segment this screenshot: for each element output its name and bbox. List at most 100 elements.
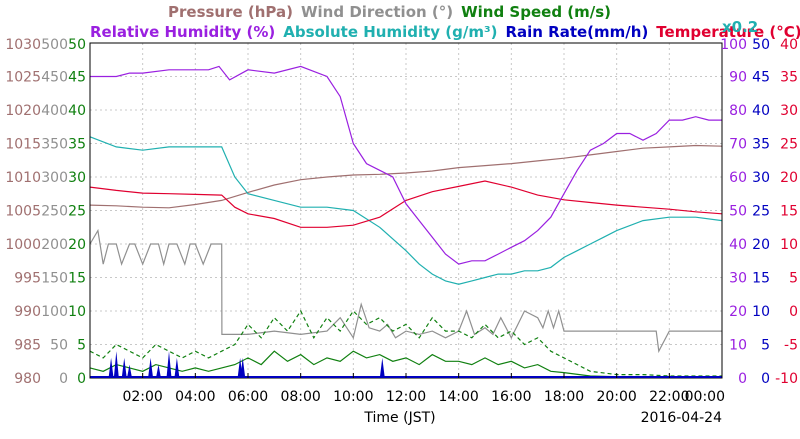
chart-header: Pressure (hPa) Wind Direction (°) Wind Spe…: [90, 3, 800, 41]
y-tick-wind_speed: 45: [68, 70, 86, 86]
y-tick-wind_dir: 150: [41, 271, 68, 287]
header-row-top: Pressure (hPa) Wind Direction (°) Wind Spe…: [168, 3, 611, 21]
y-tick-rh: 30: [729, 271, 747, 287]
series-absolute-humidity-g-m-x0-2: [89, 136, 723, 285]
y-tick-rain: 35: [752, 137, 770, 153]
y-tick-rh: 40: [729, 237, 747, 253]
y-tick-wind_speed: 25: [68, 204, 86, 220]
y-tick-rain: 45: [752, 70, 770, 86]
y-tick-pressure: 1020: [5, 103, 41, 119]
y-tick-wind_speed: 40: [68, 103, 86, 119]
series-temperature-c: [89, 180, 723, 228]
y-tick-pressure: 1030: [5, 37, 41, 53]
legend-rh: Relative Humidity (%): [90, 23, 275, 41]
y-tick-rh: 0: [738, 371, 747, 387]
series-rain-rate-mm-h: [108, 351, 385, 378]
legend-ah: Absolute Humidity (g/m³): [283, 23, 497, 41]
y-tick-wind_speed: 35: [68, 137, 86, 153]
y-tick-rain: 10: [752, 304, 770, 320]
y-tick-pressure: 985: [14, 338, 41, 354]
x-tick-label: 18:00: [544, 389, 584, 405]
y-tick-wind_speed: 50: [68, 37, 86, 53]
y-tick-temp: 25: [780, 137, 798, 153]
y-tick-temp: 10: [780, 237, 798, 253]
y-tick-wind_speed: 10: [68, 304, 86, 320]
x-tick-label: 08:00: [280, 389, 320, 405]
rain-spike: [240, 357, 246, 378]
y-tick-rain: 40: [752, 103, 770, 119]
y-tick-pressure: 990: [14, 304, 41, 320]
x-tick-labels: 02:00 04:00 06:00 08:00 10:00 12:00 14:00 16:00…: [122, 389, 725, 405]
y-tick-pressure: 1000: [5, 237, 41, 253]
y-tick-temp: 35: [780, 70, 798, 86]
y-tick-wind_dir: 400: [41, 103, 68, 119]
y-tick-temp: -5: [784, 338, 798, 354]
x-tick-label: 14:00: [438, 389, 478, 405]
y-tick-rain: 25: [752, 204, 770, 220]
x-tick-label: 06:00: [228, 389, 268, 405]
y-tick-wind_dir: 50: [50, 338, 68, 354]
y-tick-rh: 80: [729, 103, 747, 119]
x-tick-label: 04:00: [175, 389, 215, 405]
y-tick-wind_dir: 200: [41, 237, 68, 253]
rain-spike: [121, 357, 127, 378]
y-tick-wind_dir: 450: [41, 70, 68, 86]
y-tick-wind_speed: 30: [68, 170, 86, 186]
y-tick-temp: 30: [780, 103, 798, 119]
rain-spike: [155, 364, 161, 378]
y-tick-rain: 0: [761, 371, 770, 387]
y-tick-pressure: 1010: [5, 170, 41, 186]
y-tick-wind_speed: 5: [77, 338, 86, 354]
x-axis-label: Time (JST): [363, 410, 435, 426]
header-row-bottom: Relative Humidity (%) Absolute Humidity (…: [90, 23, 800, 41]
y-tick-rh: 70: [729, 137, 747, 153]
x-tick-label: 12:00: [386, 389, 426, 405]
y-tick-temp: -10: [775, 371, 798, 387]
legend-wind_speed: Wind Speed (m/s): [461, 3, 611, 21]
rain-spike: [127, 364, 132, 378]
rain-spike: [166, 351, 172, 378]
y-tick-wind_dir: 350: [41, 137, 68, 153]
legend-wind_dir: Wind Direction (°): [301, 3, 453, 21]
series-layer: [89, 65, 723, 378]
series-wind-direction: [89, 228, 722, 354]
y-tick-wind_dir: 300: [41, 170, 68, 186]
y-tick-rh: 50: [729, 204, 747, 220]
x-tick-label: 00:00: [685, 389, 725, 405]
y-tick-temp: 15: [780, 204, 798, 220]
y-tick-pressure: 1015: [5, 137, 41, 153]
y-tick-rh: 90: [729, 70, 747, 86]
plot-frame: [89, 42, 723, 379]
y-tick-rh: 20: [729, 304, 747, 320]
y-tick-pressure: 1025: [5, 70, 41, 86]
y-tick-rain: 30: [752, 170, 770, 186]
y-tick-temp: 0: [789, 304, 798, 320]
x-tick-label: 10:00: [333, 389, 373, 405]
y-tick-rh: 60: [729, 170, 747, 186]
rain-spike: [174, 357, 180, 378]
y-tick-rain: 5: [761, 338, 770, 354]
y-tick-rh: 10: [729, 338, 747, 354]
y-tick-wind_speed: 15: [68, 271, 86, 287]
series-pressure-hpa: [89, 144, 723, 209]
series-wind-speed-m-s-max: [89, 309, 722, 377]
series-wind-speed-m-s: [89, 350, 722, 378]
legend-pressure: Pressure (hPa): [168, 3, 293, 21]
y-tick-rain: 20: [752, 237, 770, 253]
legend-temp: Temperature (°C): [656, 23, 800, 41]
legend-rain: Rain Rate(mm/h): [505, 23, 648, 41]
y-tick-wind_dir: 100: [41, 304, 68, 320]
series-relative-humidity: [90, 65, 722, 265]
y-tick-temp: 20: [780, 170, 798, 186]
x-tick-label: 16:00: [491, 389, 531, 405]
y-tick-pressure: 980: [14, 371, 41, 387]
y-tick-wind_speed: 20: [68, 237, 86, 253]
y-tick-wind_dir: 250: [41, 204, 68, 220]
x-tick-label: 20:00: [596, 389, 636, 405]
rain-spike: [113, 351, 119, 378]
rain-spike: [148, 357, 154, 378]
y-tick-pressure: 995: [14, 271, 41, 287]
y-tick-labels: 9809859909951000100510101015102010251030…: [5, 37, 798, 387]
